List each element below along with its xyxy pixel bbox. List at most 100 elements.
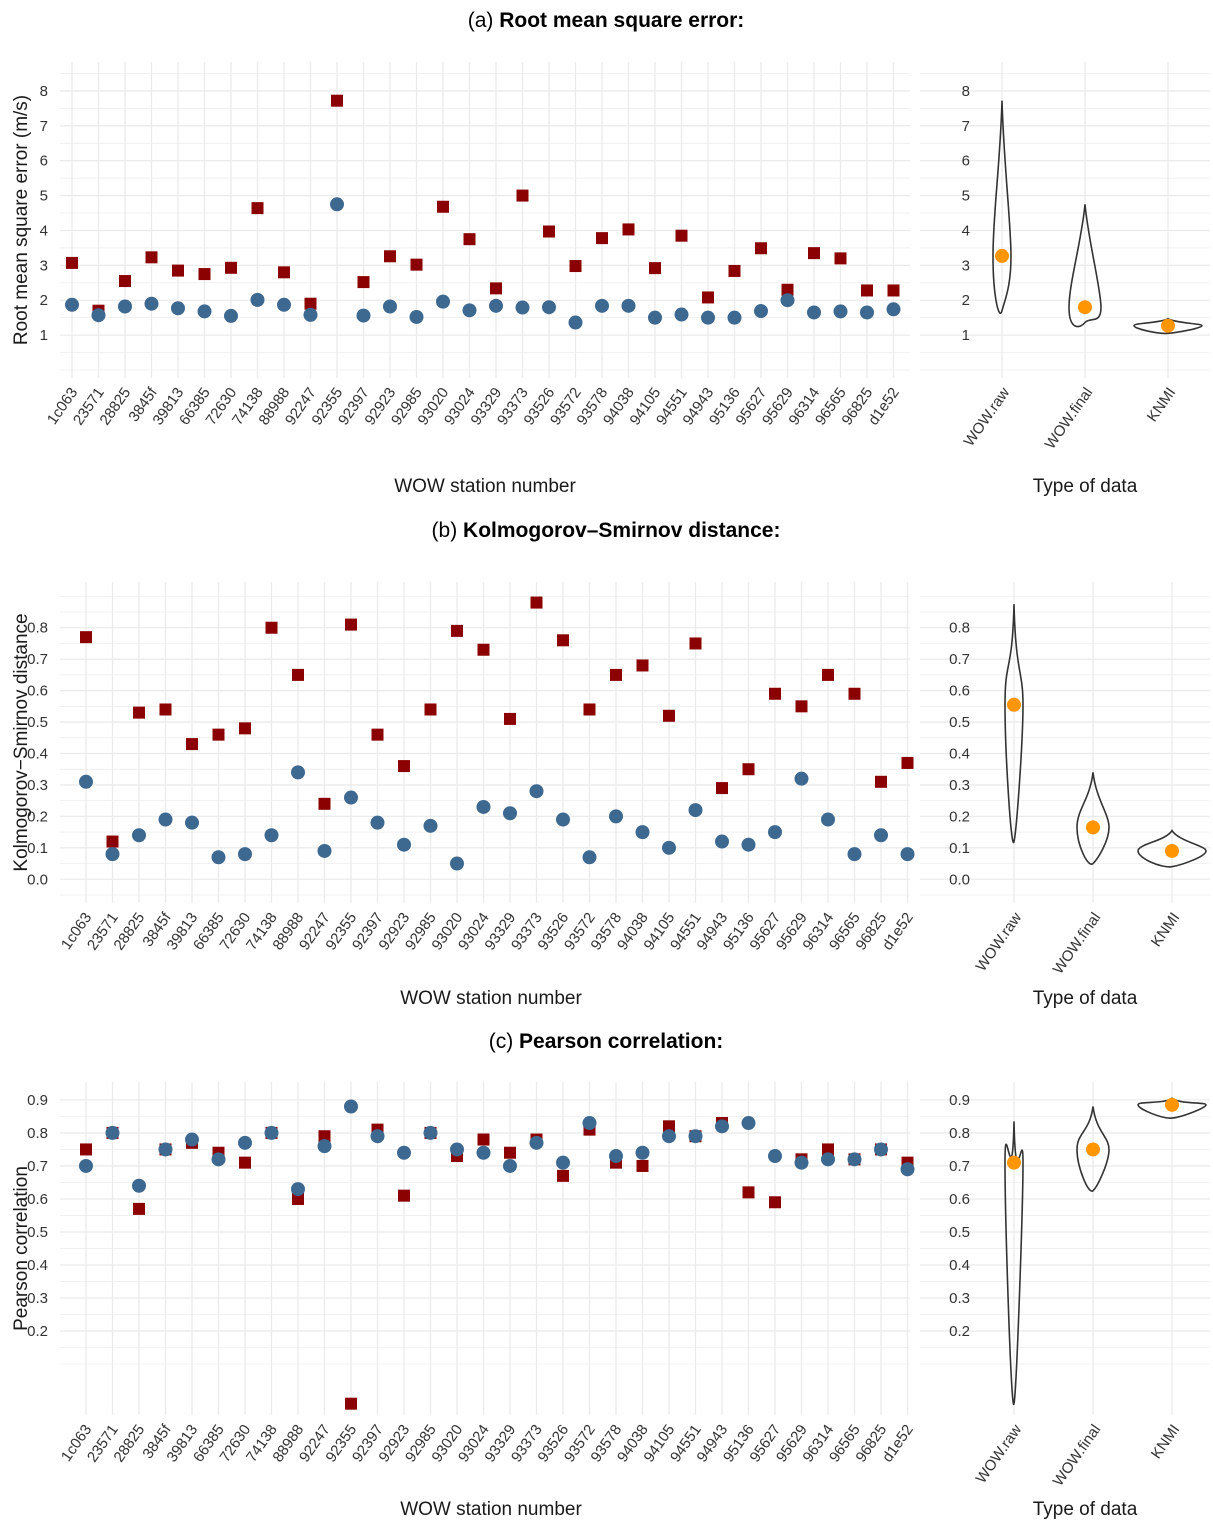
violin-category-label: KNMI <box>1148 1422 1183 1462</box>
point-raw <box>212 728 225 741</box>
point-raw <box>504 1146 516 1159</box>
point-raw <box>345 1397 357 1410</box>
point-final <box>317 1139 332 1154</box>
y-tick-label: 2 <box>962 292 970 309</box>
point-final <box>118 299 132 314</box>
violin-shape <box>992 100 1012 314</box>
y-tick-label: 8 <box>40 83 48 100</box>
point-raw <box>543 225 555 238</box>
point-raw <box>159 703 172 716</box>
point-raw <box>663 709 675 722</box>
panel-label: (b) <box>432 519 464 542</box>
point-final <box>900 847 915 862</box>
point-final <box>568 315 583 330</box>
point-raw <box>292 1192 304 1205</box>
violin-category-label: WOW.raw <box>973 909 1026 974</box>
violin-shape <box>1068 204 1102 328</box>
violin-median-point <box>1165 1097 1179 1112</box>
point-final <box>635 825 650 840</box>
y-tick-label: 0.5 <box>27 1224 48 1241</box>
violin-x-axis-title: Type of data <box>1033 1499 1138 1520</box>
point-raw <box>649 262 661 275</box>
point-final <box>185 815 199 830</box>
point-raw <box>304 297 317 310</box>
y-tick-label: 0.0 <box>949 871 970 888</box>
violin-category-label: WOW.raw <box>961 384 1014 449</box>
point-raw <box>384 250 396 263</box>
violin-category-label: WOW.final <box>1050 1422 1105 1490</box>
y-axis-title: Root mean square error (m/s) <box>11 95 32 345</box>
point-final <box>768 1149 782 1164</box>
point-final <box>224 308 238 323</box>
point-final <box>886 302 901 317</box>
violin-x-axis-title: Type of data <box>1033 476 1138 497</box>
violin-shape <box>1004 604 1024 844</box>
point-final <box>476 799 491 814</box>
point-final <box>277 297 291 312</box>
point-final <box>515 300 530 315</box>
point-raw <box>133 1202 145 1215</box>
point-raw <box>583 703 596 716</box>
point-raw <box>318 797 331 810</box>
point-final <box>674 307 689 322</box>
point-raw <box>769 1196 781 1209</box>
point-raw <box>198 268 211 281</box>
y-tick-label: 4 <box>962 222 970 239</box>
point-raw <box>769 687 781 700</box>
point-final <box>370 815 385 830</box>
y-tick-label: 0.1 <box>949 840 970 857</box>
point-raw <box>331 94 343 107</box>
point-final <box>833 304 848 319</box>
point-final <box>356 308 371 323</box>
point-final <box>250 292 265 307</box>
point-final <box>264 828 279 843</box>
point-raw <box>357 276 370 289</box>
y-tick-label: 0.8 <box>27 1125 48 1142</box>
point-final <box>635 1145 650 1160</box>
point-raw <box>557 634 569 647</box>
y-tick-label: 0.3 <box>27 1290 48 1307</box>
point-final <box>556 1155 570 1170</box>
point-final <box>171 301 185 316</box>
y-tick-label: 0.6 <box>27 683 48 700</box>
point-raw <box>490 282 502 295</box>
y-tick-label: 0.5 <box>949 1224 970 1241</box>
point-final <box>874 1142 888 1157</box>
point-final <box>476 1145 491 1160</box>
point-raw <box>822 668 834 681</box>
point-final <box>197 304 212 319</box>
y-tick-label: 0.6 <box>949 683 970 700</box>
violin-shape <box>1137 829 1207 868</box>
violin-median-point <box>1007 1155 1021 1170</box>
y-axis-title: Kolmogorov−Smirnov distance <box>11 613 32 871</box>
panel-label: (c) <box>489 1030 519 1053</box>
violin-category-label: KNMI <box>1144 385 1179 425</box>
panel-title-text: Pearson correlation: <box>519 1030 723 1053</box>
point-final <box>727 310 742 325</box>
y-tick-label: 7 <box>40 118 48 135</box>
y-tick-label: 0.4 <box>27 1257 48 1274</box>
point-final <box>450 1142 464 1157</box>
y-tick-label: 0.6 <box>27 1191 48 1208</box>
point-raw <box>742 763 755 776</box>
point-final <box>794 1155 809 1170</box>
panel-title-text: Kolmogorov–Smirnov distance: <box>463 519 780 542</box>
point-final <box>409 309 424 324</box>
y-axis-title: Pearson correlation <box>11 1166 32 1331</box>
point-final <box>609 1149 623 1164</box>
point-final <box>768 825 782 840</box>
point-raw <box>610 668 622 681</box>
violin-median-point <box>995 248 1009 263</box>
point-raw <box>239 722 251 735</box>
violin-category-label: WOW.final <box>1042 385 1097 453</box>
point-raw <box>172 264 184 277</box>
point-raw <box>451 624 463 637</box>
y-tick-label: 0.3 <box>27 777 48 794</box>
point-final <box>807 305 821 320</box>
point-final <box>158 812 173 827</box>
y-tick-label: 4 <box>40 222 48 239</box>
point-final <box>344 1099 358 1114</box>
point-raw <box>410 258 423 271</box>
point-final <box>715 1119 729 1134</box>
point-raw <box>345 618 357 631</box>
